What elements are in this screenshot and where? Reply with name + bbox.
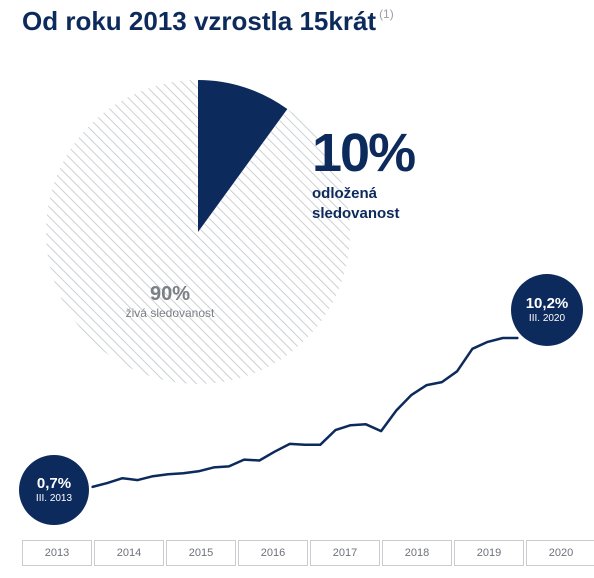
year-label: 2020 (526, 540, 594, 566)
data-point (91, 486, 93, 488)
data-point (441, 381, 443, 383)
data-point (456, 370, 458, 373)
data-point (228, 465, 230, 468)
delayed-percentage: 10% (312, 123, 416, 183)
end-value-bubble: 10,2% III. 2020 (511, 274, 583, 346)
data-point (349, 424, 352, 427)
year-axis: 2013 2014 2015 2016 2017 2018 2019 2020 (22, 540, 594, 566)
year-label: 2016 (238, 540, 308, 566)
start-value-bubble: 0,7% III. 2013 (19, 455, 89, 525)
data-point (289, 443, 291, 445)
end-period: III. 2020 (528, 313, 566, 324)
pie-slice-delayed (198, 80, 288, 232)
page-title: Od roku 2013 vzrostla 15krát (1) (22, 6, 394, 37)
pie-slice-live (45, 79, 350, 385)
data-point (471, 348, 474, 350)
data-point (365, 423, 367, 426)
delayed-label: odložená sledovanost (312, 185, 400, 222)
start-period: III. 2013 (35, 493, 73, 504)
start-value: 0,7% (36, 475, 72, 492)
data-point (258, 459, 261, 462)
data-point (136, 479, 139, 481)
data-point (502, 337, 504, 339)
year-label: 2013 (22, 540, 92, 566)
live-label: živá sledovanost (125, 306, 215, 320)
data-point (486, 341, 489, 343)
data-point (106, 482, 108, 484)
data-point (517, 337, 519, 339)
data-point (410, 394, 413, 396)
pie-chart (45, 79, 350, 385)
data-point (121, 477, 124, 480)
data-point (334, 429, 337, 431)
footnote-ref: (1) (379, 7, 394, 22)
data-point (273, 450, 276, 453)
data-point (212, 466, 215, 469)
year-label: 2017 (310, 540, 380, 566)
data-point (243, 458, 245, 461)
title-text: Od roku 2013 vzrostla 15krát (22, 6, 377, 36)
data-point (425, 384, 428, 386)
data-point (167, 473, 169, 476)
year-label: 2014 (94, 540, 164, 566)
year-label: 2019 (454, 540, 524, 566)
data-point (197, 470, 200, 473)
end-value: 10,2% (525, 295, 569, 312)
data-point (182, 472, 185, 475)
data-point (380, 430, 382, 432)
data-point (319, 444, 322, 446)
data-point (152, 475, 154, 478)
year-label: 2015 (166, 540, 236, 566)
data-point (395, 409, 398, 412)
live-percentage: 90% (149, 283, 191, 305)
year-label: 2018 (382, 540, 452, 566)
line-chart (91, 336, 519, 489)
data-point (304, 444, 306, 446)
